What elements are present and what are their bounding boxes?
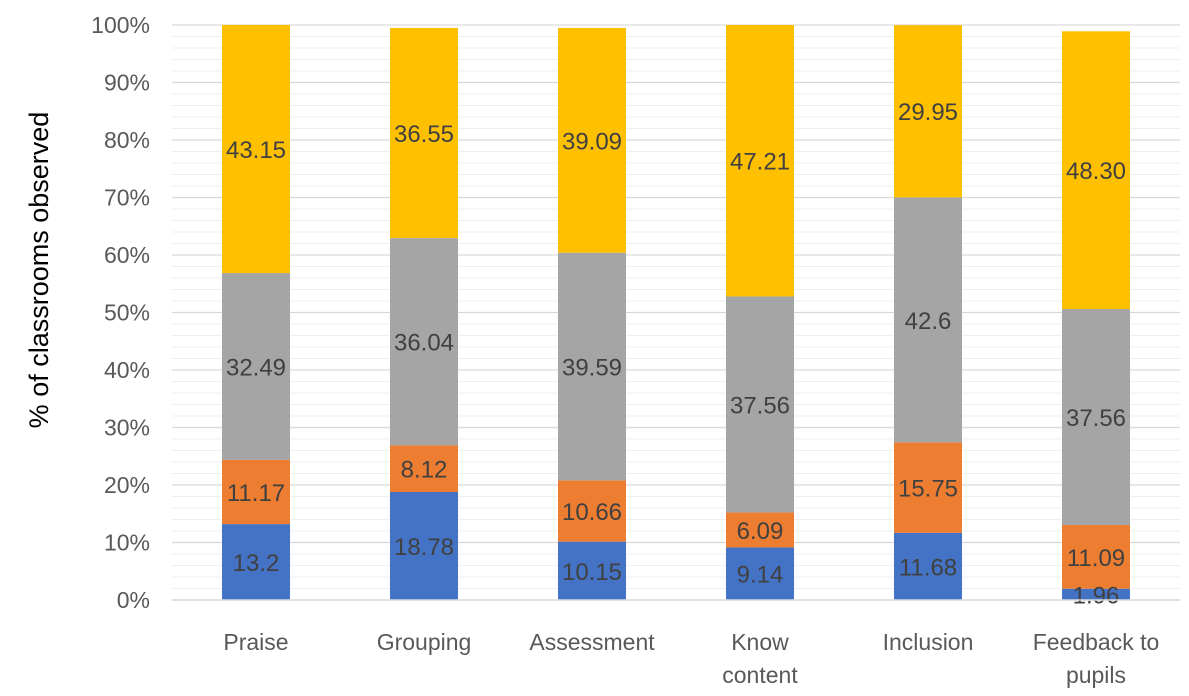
bar-segment [222,524,290,600]
data-label: 47.21 [730,149,790,176]
bar-segment [390,492,458,600]
category-label: Praise [223,629,288,655]
category-label: Know content [722,629,798,688]
bar-segment [222,459,290,525]
data-label: 10.15 [562,559,622,586]
bar-segment [894,532,962,600]
bar-segment [558,252,626,481]
y-tick-label: 60% [104,242,150,268]
y-tick-label: 40% [104,357,150,383]
data-label: 37.56 [1066,405,1126,432]
category-labels: Praise Grouping Assessment Know content Inclu… [223,629,1159,688]
bar-segment [558,480,626,542]
data-label: 1.96 [1073,582,1120,609]
bar-segment [894,25,962,198]
data-label: 11.68 [899,554,957,581]
category-label: Assessment [529,629,655,655]
bar-segment [726,296,794,513]
y-tick-label: 50% [104,300,150,326]
data-label: 36.04 [394,330,454,357]
bar-segment [894,442,962,533]
bar-segment [1062,308,1130,525]
category-label: Inclusion [883,629,974,655]
bar-segment [726,512,794,548]
bar-segment [1062,588,1130,600]
data-label: 43.15 [226,137,286,164]
bar-segment [1062,524,1130,589]
y-tick-label: 0% [117,587,150,613]
bar-segment [390,445,458,493]
data-label: 8.12 [401,457,448,484]
y-axis-label: % of classrooms observed [24,112,54,429]
y-tick-label: 20% [104,472,150,498]
data-label: 18.78 [394,534,454,561]
data-label: 32.49 [226,354,286,381]
bar-segment [222,24,290,274]
y-tick-label: 70% [104,185,150,211]
bars [222,24,1130,600]
bar-segment [558,27,626,253]
data-label: 39.09 [562,128,622,155]
y-tick-label: 100% [91,12,150,38]
data-label: 42.6 [905,308,952,335]
data-label: 9.14 [737,562,784,589]
data-label: 29.95 [898,99,958,126]
bar-segment [390,27,458,239]
data-label: 37.56 [730,392,790,419]
bar-segment [558,541,626,600]
data-labels: 13.2 11.17 32.49 43.15 18.78 8.12 36.04 36.55 10… [226,99,1126,609]
data-label: 10.66 [562,499,622,526]
y-tick-label: 80% [104,127,150,153]
category-label: Feedback to pupils [1033,629,1160,688]
bar-segment [726,547,794,600]
data-label: 48.30 [1066,158,1126,185]
y-axis-ticks: 0% 10% 20% 30% 40% 50% 60% 70% 80% 90% 100% [91,12,150,613]
data-label: 13.2 [233,550,280,577]
y-tick-label: 90% [104,70,150,96]
bar-segment [726,25,794,297]
data-label: 11.09 [1067,545,1125,572]
bar-segment [390,238,458,446]
data-label: 6.09 [737,518,784,545]
bar-segment [1062,31,1130,309]
bar-segment [894,197,962,443]
y-tick-label: 30% [104,415,150,441]
data-label: 36.55 [394,121,454,148]
bar-segment [222,273,290,460]
data-label: 15.75 [898,476,958,503]
y-tick-label: 10% [104,530,150,556]
data-label: 11.17 [227,480,285,507]
data-label: 39.59 [562,355,622,382]
gridlines [172,24,1180,601]
category-label: Grouping [377,629,472,655]
